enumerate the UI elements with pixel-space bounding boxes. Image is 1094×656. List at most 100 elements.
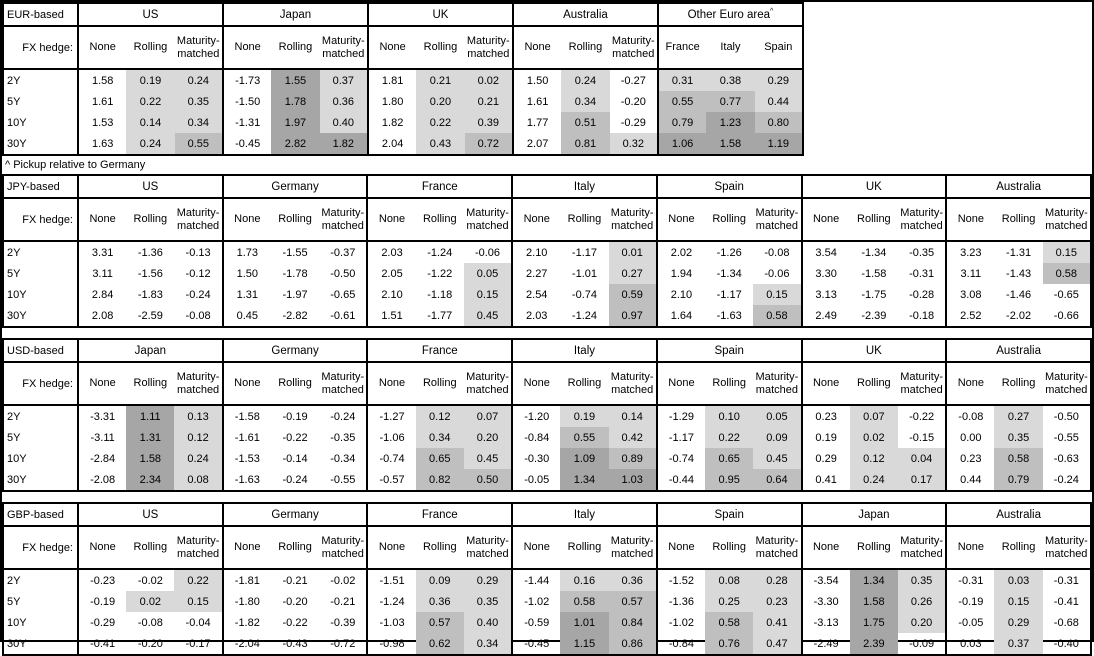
- table-row: 5Y 3.11 -1.56 -0.12 1.50 -1.78 -0.50 2.05 -1.22 0…: [3, 263, 1091, 284]
- value-cell: 0.45: [221, 305, 271, 327]
- group-header: Australia: [945, 175, 1091, 199]
- table-row: USD-based Japan Germany France Italy Spain UK A…: [3, 339, 1091, 363]
- table-slot-1: JPY-based US Germany France Italy Spain UK Aust…: [2, 174, 1092, 328]
- group-header: France: [366, 503, 513, 527]
- col-header: Maturity-matched: [319, 198, 368, 242]
- value-cell: -1.73: [221, 69, 272, 91]
- col-header: None: [511, 362, 561, 406]
- value-cell: -0.24: [330, 410, 356, 423]
- value-cell: 2.03: [366, 241, 416, 263]
- group-header: Other Euro area^: [656, 3, 803, 27]
- col-header: None: [511, 198, 561, 242]
- col-header: Maturity-matched: [897, 198, 947, 242]
- col-header: Maturity-matched: [608, 362, 657, 406]
- value-cell: 2.05: [366, 263, 416, 284]
- group-header-label: Germany: [271, 180, 319, 193]
- col-header: Maturity-matched: [463, 198, 513, 242]
- value-cell: -1.02: [511, 591, 561, 612]
- value-cell: 1.58: [849, 591, 898, 612]
- value-cell: 0.34: [415, 427, 464, 448]
- value-cell: -1.51: [366, 569, 416, 591]
- value-cell: -1.83: [137, 288, 163, 301]
- value-cell: -0.18: [909, 309, 935, 322]
- group-header-label: Japan: [858, 508, 890, 521]
- value-cell: 3.11: [945, 263, 995, 284]
- value-cell: 0.29: [800, 448, 850, 469]
- value-cell: -1.44: [511, 569, 561, 591]
- group-header: Germany: [221, 339, 368, 363]
- group-header: UK: [800, 175, 947, 199]
- value-cell: 0.57: [415, 612, 464, 633]
- value-cell: 0.10: [705, 405, 754, 427]
- col-header: Rolling: [849, 198, 898, 242]
- group-header-label: US: [142, 180, 159, 193]
- value-cell: -0.41: [76, 633, 127, 655]
- value-cell: -0.21: [282, 574, 308, 587]
- col-header: None: [945, 198, 995, 242]
- value-cell: -0.20: [137, 637, 163, 650]
- value-cell: 1.82: [319, 133, 368, 155]
- tenor-label: 30Y: [3, 305, 79, 327]
- col-header: Italy: [706, 26, 755, 70]
- tenor-label: 2Y: [3, 569, 79, 591]
- value-cell: 0.44: [754, 91, 803, 112]
- value-cell: -1.26: [716, 246, 742, 259]
- value-cell: 0.59: [608, 284, 657, 305]
- table-row: JPY-based US Germany France Italy Spain UK Aust…: [3, 175, 1091, 199]
- value-cell: -0.30: [511, 448, 561, 469]
- value-cell: -0.22: [909, 410, 935, 423]
- value-cell: 1.81: [366, 69, 417, 91]
- value-cell: 0.04: [897, 448, 947, 469]
- group-header: France: [366, 175, 513, 199]
- value-cell: -1.36: [137, 246, 163, 259]
- value-cell: -0.08: [764, 246, 790, 259]
- value-cell: 0.20: [897, 612, 947, 633]
- value-cell: 1.06: [656, 133, 707, 155]
- value-cell: 0.05: [753, 405, 802, 427]
- value-cell: 0.22: [174, 569, 223, 591]
- value-cell: 0.39: [464, 112, 513, 133]
- value-cell: 0.35: [897, 569, 947, 591]
- group-header-label: UK: [865, 180, 882, 193]
- value-cell: -2.49: [800, 633, 850, 655]
- value-cell: -0.43: [282, 637, 308, 650]
- col-header: Rolling: [126, 526, 175, 570]
- value-cell: 0.20: [416, 91, 465, 112]
- table-row: 5Y 1.61 0.22 0.35 -1.50 1.78 0.36 1.80 0.20 0.21 1…: [3, 91, 803, 112]
- tenor-label: 30Y: [3, 133, 79, 155]
- value-cell: -0.09: [909, 637, 935, 650]
- value-cell: 0.77: [706, 91, 755, 112]
- value-cell: 0.82: [415, 469, 464, 491]
- value-cell: -0.19: [282, 410, 308, 423]
- value-cell: 0.84: [608, 612, 657, 633]
- value-cell: -0.39: [330, 616, 356, 629]
- value-cell: 0.50: [463, 469, 513, 491]
- group-header: Australia: [511, 3, 658, 27]
- value-cell: 0.16: [560, 569, 609, 591]
- value-cell: -1.31: [1006, 246, 1032, 259]
- value-cell: -0.27: [620, 74, 646, 87]
- value-cell: 1.63: [76, 133, 127, 155]
- value-cell: -2.02: [1006, 309, 1032, 322]
- value-cell: -0.41: [1053, 595, 1079, 608]
- value-cell: -0.61: [330, 309, 356, 322]
- value-cell: -0.29: [76, 612, 127, 633]
- col-header: Rolling: [849, 526, 898, 570]
- value-cell: -0.15: [909, 431, 935, 444]
- value-cell: -0.06: [764, 267, 790, 280]
- value-cell: -0.57: [366, 469, 416, 491]
- value-cell: -0.65: [330, 288, 356, 301]
- value-cell: -0.23: [76, 569, 127, 591]
- group-header-label: Australia: [996, 508, 1041, 521]
- value-cell: 1.94: [655, 263, 706, 284]
- value-cell: -1.43: [1006, 267, 1032, 280]
- value-cell: -1.75: [861, 288, 887, 301]
- value-cell: -0.22: [282, 431, 308, 444]
- col-header: Maturity-matched: [608, 198, 657, 242]
- value-cell: 0.79: [656, 112, 707, 133]
- col-header: Rolling: [560, 362, 609, 406]
- value-cell: 0.31: [656, 69, 707, 91]
- value-cell: -2.84: [76, 448, 127, 469]
- value-cell: -2.04: [221, 633, 271, 655]
- group-header-label: France: [421, 344, 458, 357]
